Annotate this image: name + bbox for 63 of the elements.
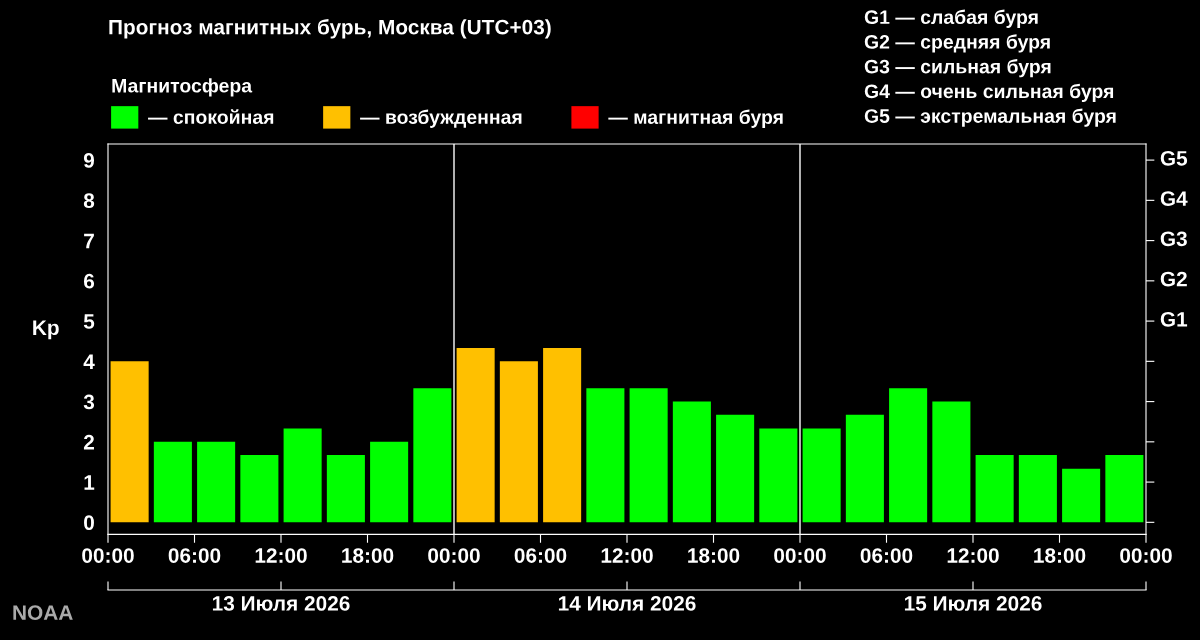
y-tick-label: 2 bbox=[83, 434, 94, 450]
x-tick-label: 00:00 bbox=[1120, 548, 1172, 563]
bar bbox=[1105, 455, 1144, 523]
bar bbox=[716, 414, 755, 523]
x-tick-label: 12:00 bbox=[601, 548, 653, 563]
bar bbox=[672, 401, 711, 523]
bar bbox=[283, 428, 322, 523]
bar bbox=[456, 348, 495, 523]
bar bbox=[413, 388, 452, 523]
x2-tick-label: 15 Июля 2026 bbox=[904, 596, 1042, 611]
x-tick-label: 06:00 bbox=[514, 548, 567, 563]
legend-title: Магнитосфера bbox=[112, 78, 253, 97]
y-tick-label: 7 bbox=[84, 233, 94, 249]
y-tick-label: 1 bbox=[84, 475, 95, 490]
x-tick-label: 12:00 bbox=[255, 548, 307, 563]
x2-tick-label: 14 Июля 2026 bbox=[558, 596, 696, 611]
x-tick-label: 06:00 bbox=[168, 548, 221, 563]
text: G1 — слабая буря G2 — средняя буря G3 — сильная буря G4 — очень сильная буря G5 — экстремальная буря bbox=[864, 9, 1116, 127]
bar bbox=[1018, 455, 1057, 523]
bar bbox=[326, 455, 365, 523]
bar bbox=[499, 361, 538, 523]
y-tick-label: 8 bbox=[83, 193, 95, 209]
bar bbox=[759, 428, 798, 523]
y-tick-label: 5 bbox=[83, 314, 95, 329]
y-tick-label: 9 bbox=[83, 153, 95, 168]
x-tick-label: 00:00 bbox=[82, 548, 134, 563]
bar bbox=[543, 348, 582, 523]
bar bbox=[110, 361, 149, 523]
x-tick-label: 18:00 bbox=[342, 548, 394, 563]
y-tick-label: 0 bbox=[84, 515, 94, 531]
x-tick-label: 06:00 bbox=[860, 548, 913, 563]
text: G4 bbox=[1160, 191, 1188, 206]
y-tick-label: 6 bbox=[83, 273, 95, 289]
text: G5 bbox=[1160, 150, 1188, 166]
text: G3 bbox=[1160, 231, 1187, 247]
bar bbox=[1062, 468, 1101, 523]
text: G2 bbox=[1160, 271, 1187, 287]
x-tick-label: 18:00 bbox=[688, 548, 740, 563]
x-tick-label: 12:00 bbox=[947, 548, 999, 563]
bar bbox=[932, 401, 971, 523]
legend-label: — возбужденная bbox=[360, 109, 522, 128]
y-axis-title: Kp bbox=[33, 320, 59, 340]
bar bbox=[240, 455, 279, 523]
y-tick-label: 3 bbox=[83, 394, 95, 410]
text: G1 bbox=[1160, 311, 1188, 327]
x-tick-label: 00:00 bbox=[428, 548, 480, 563]
bar bbox=[586, 388, 625, 523]
bar bbox=[802, 428, 841, 523]
bar bbox=[153, 441, 192, 523]
y-tick-label: 4 bbox=[83, 354, 95, 369]
x-tick-label: 00:00 bbox=[774, 548, 826, 563]
bar bbox=[370, 441, 409, 523]
bar bbox=[975, 455, 1014, 523]
bar bbox=[197, 441, 236, 523]
bar bbox=[629, 388, 668, 523]
text: NOAA bbox=[13, 605, 73, 620]
x-tick-label: 18:00 bbox=[1034, 548, 1086, 563]
bar bbox=[889, 388, 928, 523]
x2-tick-label: 13 Июля 2026 bbox=[212, 596, 350, 611]
chart-title: Прогноз магнитных бурь, Москва (UTC+03) bbox=[109, 19, 551, 39]
legend-label: — спокойная bbox=[148, 109, 274, 125]
legend-label: — магнитная буря bbox=[608, 109, 783, 128]
bar bbox=[845, 414, 884, 523]
